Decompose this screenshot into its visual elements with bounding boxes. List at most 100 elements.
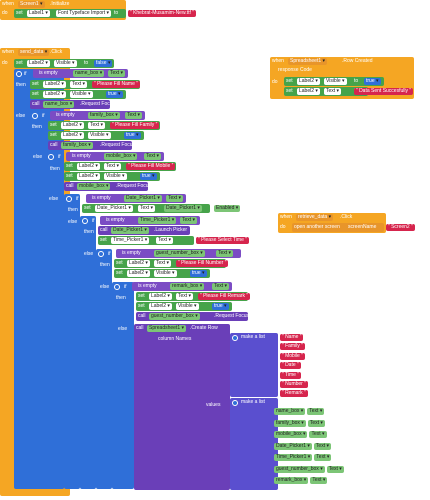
make-list-names[interactable]: make a list	[230, 333, 278, 397]
set-time-text[interactable]: set Time_Picker1 Text	[98, 236, 194, 245]
value-getter-block[interactable]: Time_Picker1Text	[274, 445, 332, 461]
is-empty-date[interactable]: is empty Date_Picker1 Text	[86, 194, 186, 203]
set-text-name[interactable]: set Label2 Text Please Fill Name	[30, 80, 140, 89]
set-visible-true[interactable]: set Label2 Visible true	[48, 131, 144, 140]
label2-target[interactable]: Label2	[27, 60, 50, 67]
false-value[interactable]: false	[94, 60, 113, 67]
gear-icon[interactable]	[82, 218, 88, 224]
label2-target[interactable]: Label2	[61, 132, 84, 139]
set-text-mobile[interactable]: set Label2 Text Please Fill Mobile	[64, 162, 176, 171]
component-getter[interactable]: guest_number_box	[274, 465, 325, 473]
label2-target[interactable]: Label2	[127, 270, 150, 277]
text-prop[interactable]: Text	[144, 153, 162, 160]
text-prop[interactable]: Text	[314, 454, 332, 461]
gear-icon[interactable]	[114, 284, 120, 290]
value-getter-block[interactable]: remark_boxText	[274, 468, 328, 484]
call-request-focus-mobile[interactable]: call mobile_box .Request Focus	[64, 182, 151, 191]
set-visible-true[interactable]: set Label2 Visible true	[64, 172, 160, 181]
true-value[interactable]: true	[190, 270, 207, 277]
component-getter[interactable]: mobile_box	[274, 431, 308, 438]
gear-icon[interactable]	[98, 251, 104, 257]
set-text-remark[interactable]: set Label2 Text Please Fill Remark	[136, 292, 251, 301]
visible-prop[interactable]: Visible	[88, 132, 111, 139]
name-box-component[interactable]: name_box	[73, 70, 105, 77]
row-created-block[interactable]: when Spreadsheet1 .Row Created response …	[270, 57, 414, 99]
component-getter[interactable]: remark_box	[274, 477, 309, 484]
text-prop[interactable]: Text	[70, 81, 88, 88]
text-prop[interactable]: Text	[108, 70, 126, 77]
mobile-box-component[interactable]: mobile_box	[77, 183, 111, 190]
mobile-box-component[interactable]: mobile_box	[104, 153, 138, 160]
date-picker-component[interactable]: Date_Picker1	[164, 205, 202, 212]
set-font-block[interactable]: set Label1 Font Typeface Import to	[14, 9, 126, 18]
text-prop[interactable]: Text	[216, 250, 234, 257]
please-fill-remark-string[interactable]: Please Fill Remark	[198, 293, 251, 300]
text-prop[interactable]: Text	[125, 112, 143, 119]
retrieve-data-click-block[interactable]: when retrieve_data .Click do open anothe…	[278, 213, 386, 233]
component-getter[interactable]: family_box	[274, 419, 306, 427]
label2-target[interactable]: Label2	[77, 163, 100, 170]
label2-target[interactable]: Label2	[149, 303, 172, 310]
set-visible-false[interactable]: set Label2 Visible to false	[14, 59, 114, 68]
time-picker-component[interactable]: Time_Picker1	[138, 217, 177, 224]
component-getter[interactable]: name_box	[274, 408, 306, 415]
label2-target[interactable]: Label2	[43, 91, 66, 98]
text-prop[interactable]: Text	[154, 260, 172, 267]
gear-icon[interactable]	[32, 113, 38, 119]
set-date-text[interactable]: set Date_Picker1 Text Date_Picker1	[82, 204, 210, 213]
retrieve-data-component[interactable]: retrieve_data	[296, 214, 334, 221]
visible-prop[interactable]: Visible	[54, 60, 77, 67]
call-request-focus-guest[interactable]: call guest_number_box .Request Focus	[136, 312, 249, 321]
date-picker-target[interactable]: Date_Picker1	[95, 205, 133, 212]
if-block-5[interactable]	[80, 216, 96, 489]
label2-target[interactable]: Label2	[297, 78, 320, 85]
gear-icon[interactable]	[232, 400, 238, 406]
open-another-screen-block[interactable]: open another screen screenName	[292, 223, 384, 232]
is-empty-mobile[interactable]: is empty mobile_box Text	[66, 152, 164, 161]
text-prop[interactable]: Text	[309, 431, 327, 438]
text-prop[interactable]: Text	[324, 88, 342, 95]
please-select-time-string[interactable]: Please Select Time	[196, 237, 249, 244]
family-box-component[interactable]: family_box	[88, 112, 120, 119]
component-getter[interactable]: Date_Picker1	[274, 442, 312, 450]
true-value[interactable]: true	[106, 91, 123, 98]
call-launch-picker[interactable]: call Date_Picker1 .Launch Picker	[98, 226, 190, 235]
label2-target[interactable]: Label2	[149, 293, 172, 300]
text-prop[interactable]: Text	[104, 163, 122, 170]
visible-prop[interactable]: Visible	[104, 173, 127, 180]
guest-number-box-component[interactable]: guest_number_box	[149, 313, 200, 320]
value-getter-block[interactable]: Date_Picker1 Text	[274, 434, 331, 450]
set-visible-true[interactable]: set Label2 Visible true	[136, 302, 232, 311]
font-typeface-prop[interactable]: Font Typeface Import	[56, 10, 112, 17]
value-getter-block[interactable]: name_boxText	[274, 399, 325, 415]
text-prop[interactable]: Text	[176, 293, 194, 300]
label2-target[interactable]: Label2	[61, 122, 84, 129]
if-block-7[interactable]	[112, 282, 134, 489]
screen1-initialize-block[interactable]: when Screen1 .Initialize do set Label1 F…	[0, 0, 196, 20]
label1-target[interactable]: Label1	[27, 10, 50, 17]
column-name-string[interactable]: Date	[280, 362, 301, 370]
true-value[interactable]: true	[212, 303, 229, 310]
text-prop[interactable]: Text	[307, 419, 325, 427]
value-getter-block[interactable]: family_boxText	[274, 411, 325, 427]
value-getter-block[interactable]: guest_number_box Text	[274, 457, 344, 473]
label2-target[interactable]: Label2	[127, 260, 150, 267]
column-name-string[interactable]: Number	[280, 381, 308, 388]
text-prop[interactable]: Text	[212, 283, 230, 290]
remark-box-component[interactable]: remark_box	[170, 283, 205, 290]
please-fill-family-string[interactable]: Please Fill Family	[110, 122, 160, 129]
column-name-string[interactable]: Mobile	[280, 352, 305, 360]
text-prop[interactable]: Text	[310, 477, 328, 484]
text-prop[interactable]: Text	[88, 122, 106, 129]
time-picker-target[interactable]: Time_Picker1	[111, 237, 150, 244]
spreadsheet1-component[interactable]: Spreadsheet1	[288, 58, 328, 65]
column-name-string[interactable]: Time	[280, 371, 301, 379]
call-request-focus-name[interactable]: call name_box .Request Focus	[30, 100, 115, 109]
please-fill-mobile-string[interactable]: Please Fill Mobile	[126, 163, 176, 170]
column-name-string[interactable]: Remark	[280, 390, 308, 398]
label2-target[interactable]: Label2	[297, 88, 320, 95]
if-block-3[interactable]	[46, 152, 64, 489]
spreadsheet1-component[interactable]: Spreadsheet1	[147, 325, 187, 332]
is-empty-family[interactable]: is empty family_box Text	[50, 111, 145, 120]
